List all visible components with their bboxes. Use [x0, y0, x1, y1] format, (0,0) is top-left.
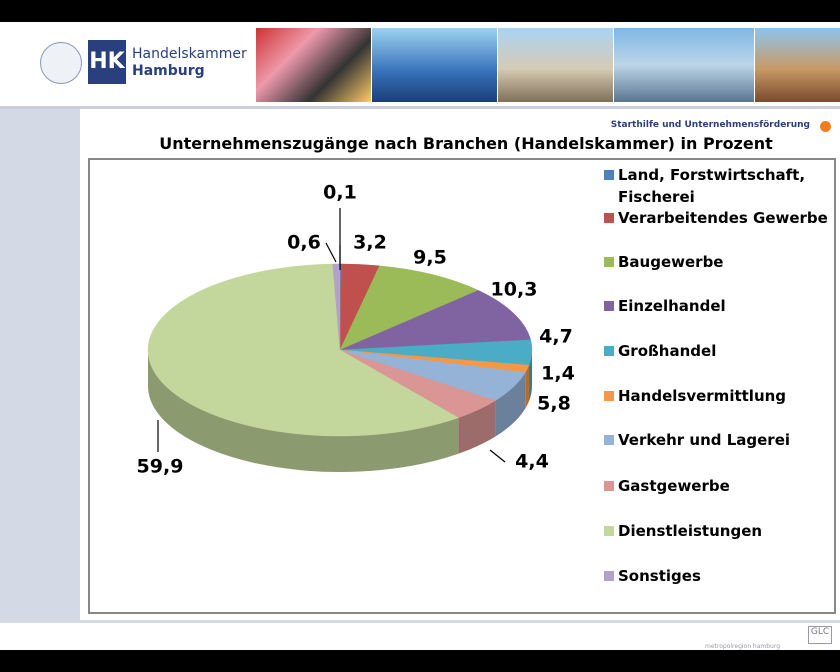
data-label: 0,6 — [287, 232, 321, 254]
data-label: 4,4 — [515, 451, 549, 473]
legend-swatch — [604, 170, 614, 180]
header-rule — [0, 106, 840, 109]
slice — [147, 263, 459, 437]
legend-label: Großhandel — [618, 342, 717, 360]
bottom-bar — [0, 650, 840, 672]
legend-label: Gastgewerbe — [618, 477, 730, 495]
photo — [256, 28, 371, 102]
slice-side — [495, 372, 526, 437]
legend-label: Dienstleistungen — [618, 522, 763, 540]
data-label: 0,1 — [323, 182, 357, 204]
slice — [339, 265, 480, 351]
data-label: 9,5 — [413, 247, 447, 269]
logo-mark: HK — [88, 40, 126, 84]
footer-text: metropolregion hamburg — [705, 643, 781, 650]
legend-item: Land, Forstwirtschaft, Fischerei — [604, 164, 836, 208]
legend-item: Sonstiges — [604, 565, 836, 587]
legend-item: Großhandel — [604, 340, 836, 362]
slice-side — [458, 400, 496, 454]
sidebar — [0, 108, 80, 620]
legend-item: Verkehr und Lagerei — [604, 429, 836, 451]
leader-line — [489, 449, 506, 463]
chart-title: Unternehmenszugänge nach Branchen (Hande… — [159, 134, 773, 153]
leader-line — [325, 242, 337, 263]
legend-swatch — [604, 571, 614, 581]
legend-label: Verarbeitendes Gewerbe — [618, 209, 828, 227]
slice-side — [525, 365, 529, 409]
data-label: 4,7 — [539, 326, 573, 348]
legend-label: Sonstiges — [618, 567, 701, 585]
logo-text: Handelskammer — [132, 46, 247, 62]
data-label: 5,8 — [537, 393, 571, 415]
legend-label: Einzelhandel — [618, 297, 726, 315]
legend-swatch — [604, 481, 614, 491]
tagline: Starthilfe und Unternehmensförderung — [610, 120, 810, 130]
footer-rule — [0, 620, 840, 623]
photo — [498, 28, 613, 102]
legend-label: Land, Forstwirtschaft, Fischerei — [618, 166, 806, 206]
legend-item: Handelsvermittlung — [604, 385, 836, 407]
slice-side — [528, 350, 532, 402]
data-label: 59,9 — [137, 456, 184, 478]
legend-swatch — [604, 435, 614, 445]
photo — [755, 28, 840, 102]
legend-label: Baugewerbe — [618, 253, 724, 271]
dot — [820, 121, 831, 132]
legend-label: Verkehr und Lagerei — [618, 431, 791, 449]
legend-item: Einzelhandel — [604, 295, 836, 317]
legend-swatch — [604, 213, 614, 223]
top-bar — [0, 0, 840, 22]
photo — [614, 28, 754, 102]
photo — [372, 28, 497, 102]
legend-swatch — [604, 391, 614, 401]
slice — [339, 290, 531, 351]
legend-swatch — [604, 526, 614, 536]
legend-swatch — [604, 301, 614, 311]
legend-item: Gastgewerbe — [604, 475, 836, 497]
badge: GLC — [808, 626, 832, 644]
legend-swatch — [604, 346, 614, 356]
legend-item: Dienstleistungen — [604, 520, 836, 542]
data-label: 10,3 — [491, 279, 538, 301]
legend-item: Baugewerbe — [604, 251, 836, 273]
slice-side — [148, 350, 459, 472]
crest — [40, 42, 82, 84]
legend-swatch — [604, 257, 614, 267]
legend-item: Verarbeitendes Gewerbe — [604, 207, 836, 229]
logo-text: Hamburg — [132, 63, 205, 79]
data-label: 3,2 — [353, 232, 387, 254]
data-label: 1,4 — [541, 363, 575, 385]
legend-label: Handelsvermittlung — [618, 387, 787, 405]
